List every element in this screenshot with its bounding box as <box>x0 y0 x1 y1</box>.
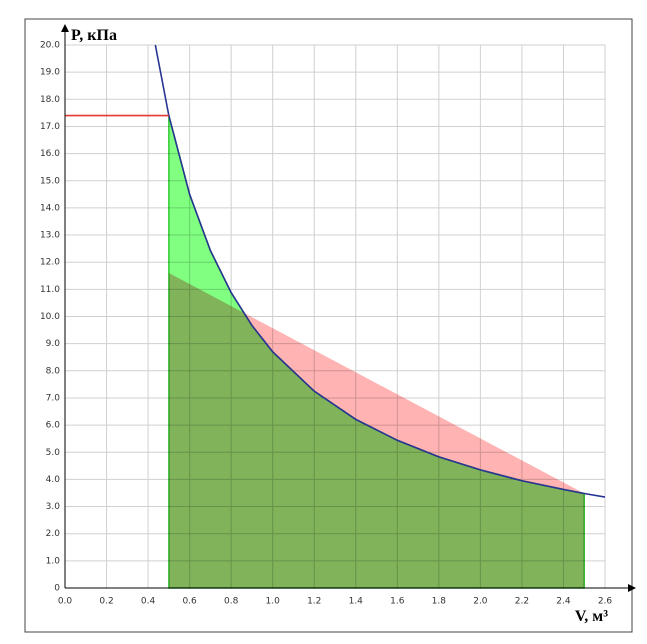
x-tick-label: 1.4 <box>349 597 364 607</box>
x-tick-label: 0.0 <box>58 597 73 607</box>
y-tick-label: 3.0 <box>46 502 61 512</box>
y-tick-label: 14.0 <box>40 203 60 213</box>
x-tick-label: 0.4 <box>141 597 156 607</box>
y-tick-label: 4.0 <box>46 475 61 485</box>
y-tick-label: 11.0 <box>40 285 60 295</box>
x-tick-label: 0.6 <box>182 597 197 607</box>
y-tick-label: 16.0 <box>40 149 60 159</box>
x-tick-label: 2.6 <box>598 597 613 607</box>
y-tick-label: 12.0 <box>40 258 60 268</box>
y-tick-label: 10.0 <box>40 312 60 322</box>
y-axis-label: P, кПа <box>71 27 117 44</box>
y-tick-label: 7.0 <box>46 393 61 403</box>
y-tick-label: 2.0 <box>46 529 61 539</box>
y-tick-label: 8.0 <box>46 366 61 376</box>
y-tick-label: 6.0 <box>46 421 61 431</box>
x-tick-label: 1.2 <box>307 597 321 607</box>
y-tick-label: 5.0 <box>46 448 61 458</box>
x-tick-label: 1.6 <box>390 597 405 607</box>
x-tick-label: 2.4 <box>556 597 571 607</box>
y-tick-label: 18.0 <box>40 95 60 105</box>
line <box>154 44 606 498</box>
y-tick-label: 13.0 <box>40 231 60 241</box>
x-tick-label: 0.8 <box>224 597 239 607</box>
y-tick-label: 19.0 <box>40 68 60 78</box>
y-tick-label: 0 <box>54 584 60 594</box>
x-tick-label: 2.0 <box>473 597 488 607</box>
x-tick-label: 2.2 <box>515 597 529 607</box>
y-tick-label: 1.0 <box>46 556 61 566</box>
y-tick-label: 17.0 <box>40 122 60 132</box>
y-tick-label: 20.0 <box>40 41 60 51</box>
x-arrow <box>628 584 636 592</box>
y-tick-label: 15.0 <box>40 176 60 186</box>
y-tick-label: 9.0 <box>46 339 61 349</box>
plot-area <box>65 44 606 589</box>
y-arrow <box>61 24 69 32</box>
axes: P, кПа V, м³ <box>61 24 636 625</box>
x-tick-label: 0.2 <box>99 597 113 607</box>
x-tick-label: 1.8 <box>432 597 447 607</box>
x-axis-label: V, м³ <box>575 608 608 625</box>
x-tick-label: 1.0 <box>266 597 281 607</box>
